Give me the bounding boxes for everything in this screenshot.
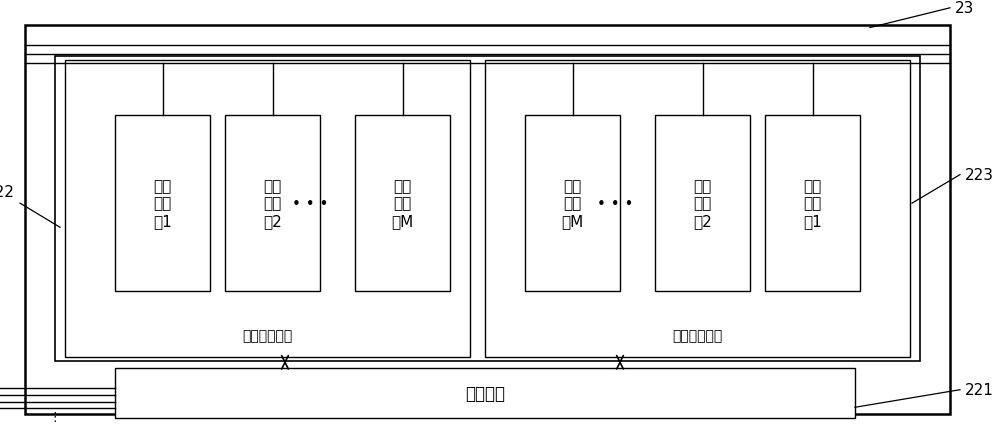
Bar	[115, 116, 210, 291]
Text: • • •: • • •	[292, 196, 328, 211]
Bar	[225, 116, 320, 291]
Text: • • •: • • •	[597, 196, 633, 211]
Bar	[55, 57, 920, 361]
Bar	[115, 368, 855, 418]
Bar	[485, 61, 910, 357]
Text: 第一发送单元: 第一发送单元	[672, 328, 723, 342]
Text: 第一
调制
器M: 第一 调制 器M	[561, 179, 584, 229]
Bar	[355, 116, 450, 291]
Text: ⋮: ⋮	[49, 410, 61, 424]
Text: 第一
调制
器1: 第一 调制 器1	[803, 179, 822, 229]
Bar	[765, 116, 860, 291]
Bar	[65, 61, 470, 357]
Text: 222: 222	[0, 184, 15, 199]
Text: 第一接收单元: 第一接收单元	[242, 328, 293, 342]
Text: 221: 221	[965, 382, 994, 397]
Text: 处理单元: 处理单元	[465, 384, 505, 402]
Bar	[655, 116, 750, 291]
Text: 第一
检测
器M: 第一 检测 器M	[391, 179, 414, 229]
Bar	[525, 116, 620, 291]
Text: 23: 23	[955, 1, 974, 16]
Bar	[25, 26, 950, 414]
Text: 第一
检测
器2: 第一 检测 器2	[263, 179, 282, 229]
Text: 223: 223	[965, 168, 994, 183]
Text: 第一
调制
器2: 第一 调制 器2	[693, 179, 712, 229]
Text: 第一
检测
器1: 第一 检测 器1	[153, 179, 172, 229]
